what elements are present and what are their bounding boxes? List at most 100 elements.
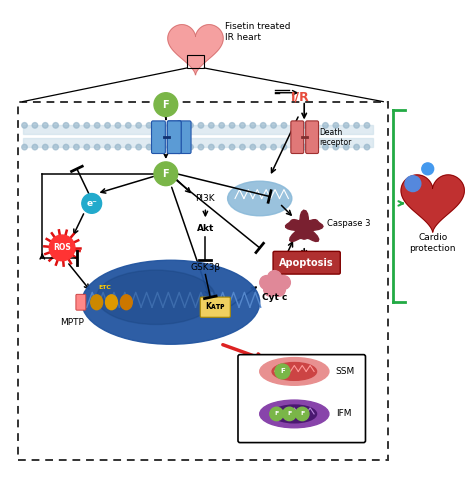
Bar bbox=[187, 55, 204, 68]
Circle shape bbox=[276, 275, 291, 289]
Circle shape bbox=[63, 122, 69, 128]
Circle shape bbox=[292, 122, 297, 128]
Text: MPTP: MPTP bbox=[60, 317, 84, 326]
Polygon shape bbox=[401, 175, 465, 232]
Circle shape bbox=[344, 144, 349, 150]
FancyBboxPatch shape bbox=[152, 121, 165, 153]
Circle shape bbox=[49, 235, 75, 261]
Circle shape bbox=[22, 122, 27, 128]
FancyBboxPatch shape bbox=[76, 294, 86, 310]
Text: ROS: ROS bbox=[53, 243, 71, 252]
Circle shape bbox=[229, 144, 235, 150]
Circle shape bbox=[268, 271, 282, 284]
Ellipse shape bbox=[120, 295, 132, 310]
FancyBboxPatch shape bbox=[167, 121, 181, 153]
Ellipse shape bbox=[228, 181, 292, 216]
Circle shape bbox=[84, 144, 90, 150]
Circle shape bbox=[264, 282, 277, 296]
Circle shape bbox=[32, 122, 37, 128]
FancyBboxPatch shape bbox=[200, 297, 230, 317]
Text: Caspase 3: Caspase 3 bbox=[327, 219, 371, 228]
Circle shape bbox=[354, 122, 359, 128]
Circle shape bbox=[146, 144, 152, 150]
Circle shape bbox=[272, 282, 285, 296]
Circle shape bbox=[167, 122, 173, 128]
Text: F: F bbox=[163, 169, 169, 179]
Ellipse shape bbox=[97, 270, 215, 325]
Circle shape bbox=[302, 144, 308, 150]
Circle shape bbox=[115, 122, 121, 128]
Circle shape bbox=[188, 122, 193, 128]
FancyBboxPatch shape bbox=[177, 121, 191, 153]
Circle shape bbox=[154, 162, 178, 185]
Circle shape bbox=[250, 122, 255, 128]
Circle shape bbox=[333, 144, 338, 150]
Ellipse shape bbox=[82, 260, 260, 344]
Circle shape bbox=[364, 144, 370, 150]
Circle shape bbox=[105, 144, 110, 150]
Circle shape bbox=[198, 122, 204, 128]
Ellipse shape bbox=[272, 405, 317, 423]
FancyBboxPatch shape bbox=[291, 121, 304, 153]
Circle shape bbox=[295, 407, 309, 421]
Circle shape bbox=[209, 144, 214, 150]
Circle shape bbox=[283, 407, 296, 421]
Text: F: F bbox=[163, 99, 169, 109]
Polygon shape bbox=[168, 25, 223, 75]
Text: Fisetin treated
IR heart: Fisetin treated IR heart bbox=[225, 22, 291, 43]
Circle shape bbox=[240, 122, 245, 128]
Text: IFM: IFM bbox=[336, 410, 351, 418]
Circle shape bbox=[126, 144, 131, 150]
Circle shape bbox=[364, 122, 370, 128]
Circle shape bbox=[260, 144, 266, 150]
Circle shape bbox=[292, 144, 297, 150]
Bar bbox=[23, 138, 374, 147]
Circle shape bbox=[333, 122, 338, 128]
Circle shape bbox=[271, 144, 276, 150]
Ellipse shape bbox=[106, 295, 118, 310]
Circle shape bbox=[260, 122, 266, 128]
Circle shape bbox=[229, 122, 235, 128]
Circle shape bbox=[105, 122, 110, 128]
Circle shape bbox=[53, 144, 58, 150]
Text: SSM: SSM bbox=[336, 367, 355, 376]
Circle shape bbox=[126, 122, 131, 128]
Circle shape bbox=[154, 93, 178, 117]
Text: ETC: ETC bbox=[98, 285, 111, 290]
Circle shape bbox=[275, 364, 290, 379]
Text: F: F bbox=[300, 412, 304, 416]
Text: GSK3β: GSK3β bbox=[191, 263, 220, 272]
Text: e⁻: e⁻ bbox=[86, 199, 97, 208]
Circle shape bbox=[312, 144, 318, 150]
Text: Apoptosis: Apoptosis bbox=[279, 258, 334, 268]
Circle shape bbox=[302, 122, 308, 128]
Circle shape bbox=[323, 122, 328, 128]
Circle shape bbox=[32, 144, 37, 150]
Circle shape bbox=[250, 144, 255, 150]
Circle shape bbox=[115, 144, 121, 150]
Circle shape bbox=[94, 122, 100, 128]
Text: Cyt c: Cyt c bbox=[262, 293, 287, 302]
Circle shape bbox=[209, 122, 214, 128]
Circle shape bbox=[240, 144, 245, 150]
Circle shape bbox=[354, 144, 359, 150]
Circle shape bbox=[344, 122, 349, 128]
Circle shape bbox=[188, 144, 193, 150]
Circle shape bbox=[177, 144, 183, 150]
FancyBboxPatch shape bbox=[273, 251, 340, 274]
Text: Death
receptor: Death receptor bbox=[319, 128, 351, 147]
FancyBboxPatch shape bbox=[306, 121, 319, 153]
Circle shape bbox=[271, 122, 276, 128]
Circle shape bbox=[82, 194, 101, 213]
Circle shape bbox=[156, 122, 162, 128]
FancyBboxPatch shape bbox=[238, 355, 365, 443]
Circle shape bbox=[22, 144, 27, 150]
Text: F: F bbox=[274, 412, 279, 416]
Circle shape bbox=[73, 144, 79, 150]
Circle shape bbox=[270, 407, 283, 421]
Ellipse shape bbox=[272, 362, 317, 380]
Text: PI3K: PI3K bbox=[196, 194, 215, 203]
Ellipse shape bbox=[91, 295, 102, 310]
Text: F: F bbox=[287, 412, 292, 416]
Text: Akt: Akt bbox=[197, 224, 214, 233]
